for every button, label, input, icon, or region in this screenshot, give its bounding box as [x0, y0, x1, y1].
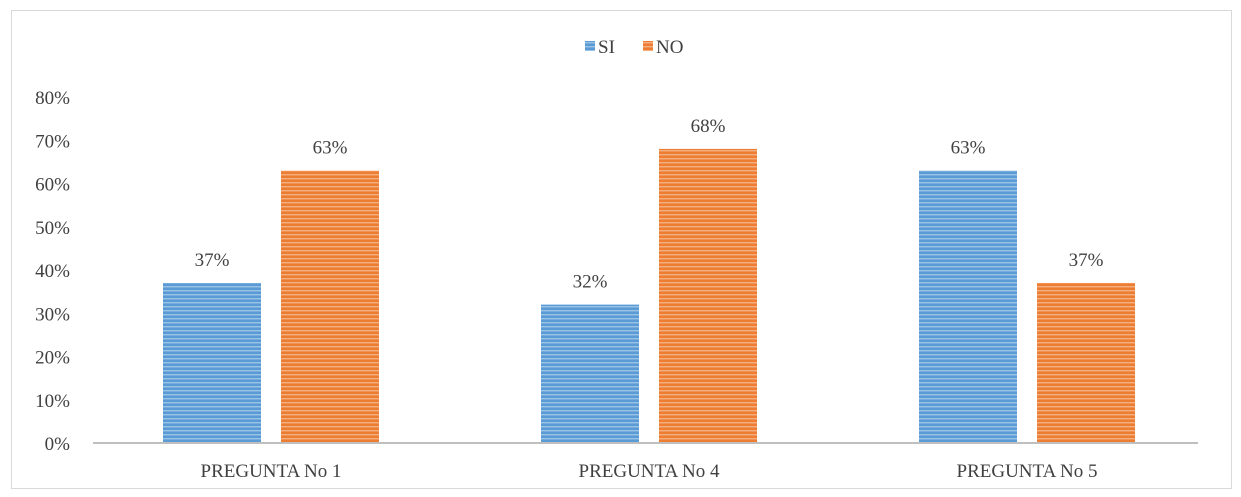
x-tick-label: PREGUNTA No 5 — [957, 461, 1098, 482]
y-tick-label: 80% — [35, 88, 70, 109]
x-tick-label: PREGUNTA No 1 — [201, 461, 342, 482]
data-label: 63% — [313, 138, 348, 159]
bar-si-3 — [919, 170, 1017, 443]
y-tick-label: 10% — [35, 391, 70, 412]
y-tick-label: 20% — [35, 348, 70, 369]
y-tick-label: 70% — [35, 131, 70, 152]
y-tick-label: 50% — [35, 218, 70, 239]
chart-area — [11, 10, 1232, 489]
x-axis-ticks: PREGUNTA No 1 PREGUNTA No 4 PREGUNTA No 5 — [201, 461, 1098, 482]
x-tick-label: PREGUNTA No 4 — [579, 461, 720, 482]
data-label: 68% — [691, 116, 726, 137]
data-label: 63% — [951, 138, 986, 159]
bar-no-2 — [659, 148, 757, 443]
legend-label-no: NO — [656, 37, 683, 58]
y-axis-ticks: 0% 10% 20% 30% 40% 50% 60% 70% 80% — [35, 88, 70, 455]
data-label: 37% — [195, 250, 230, 271]
bars — [163, 148, 1135, 443]
data-labels: 37% 63% 32% 68% 63% 37% — [195, 116, 1104, 293]
bar-no-3 — [1037, 282, 1135, 443]
y-tick-label: 40% — [35, 261, 70, 282]
legend-label-si: SI — [598, 37, 615, 58]
legend-swatch-si — [585, 41, 595, 51]
legend: SI NO — [585, 37, 683, 58]
bar-si-2 — [541, 304, 639, 443]
bar-si-1 — [163, 282, 261, 443]
data-label: 32% — [573, 272, 608, 293]
y-tick-label: 60% — [35, 175, 70, 196]
y-tick-label: 30% — [35, 304, 70, 325]
legend-swatch-no — [643, 41, 653, 51]
data-label: 37% — [1069, 250, 1104, 271]
bar-no-1 — [281, 170, 379, 443]
y-tick-label: 0% — [45, 434, 71, 455]
